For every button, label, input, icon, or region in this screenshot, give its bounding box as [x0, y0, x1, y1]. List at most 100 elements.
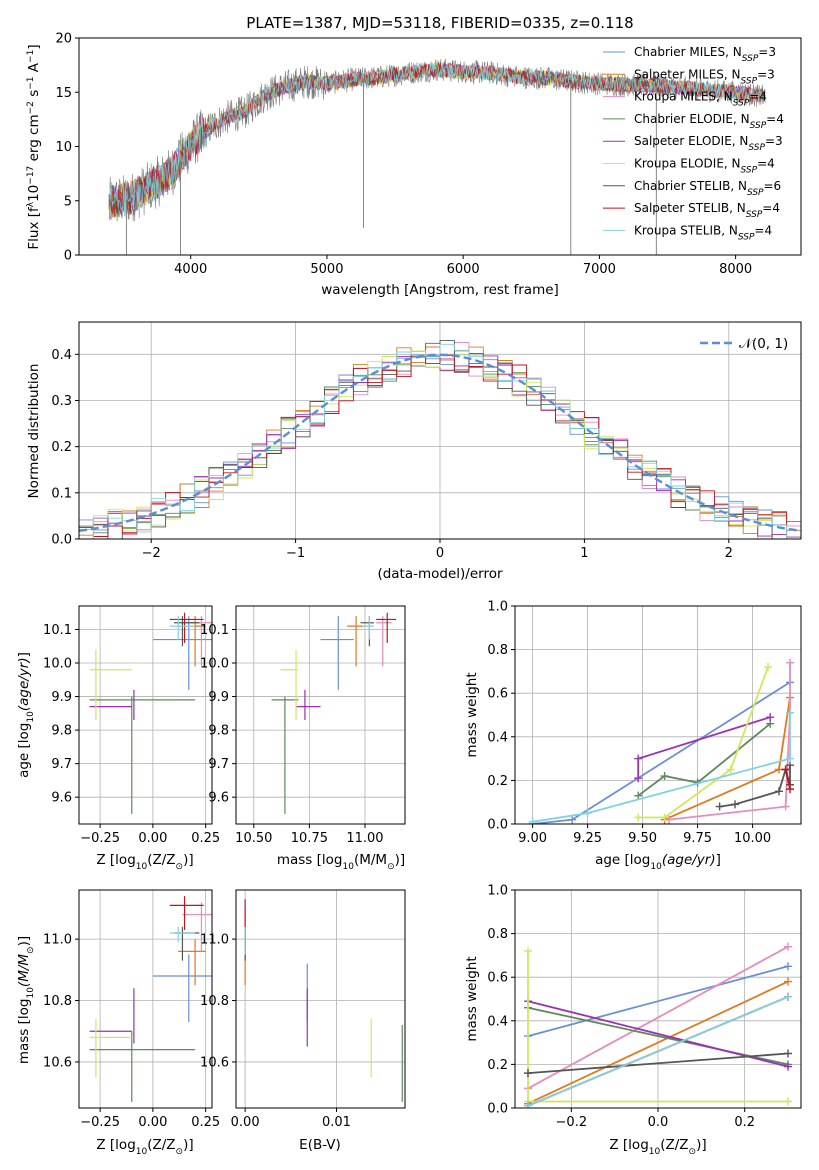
label-part: )]: [183, 852, 194, 868]
x-tick-label: −0.25: [80, 1115, 120, 1130]
y-tick-label: 9.8: [208, 724, 229, 739]
legend-sub: SSP: [746, 210, 763, 220]
label-part: mass [log: [16, 999, 32, 1065]
y-tick-label: 9.6: [208, 791, 229, 806]
x-axis-label: E(B-V): [299, 1137, 341, 1153]
y-tick-label: 9.7: [208, 757, 229, 772]
label-part: λ: [26, 201, 36, 207]
y-tick-label: 9.8: [51, 724, 72, 739]
y-tick-label: 0.4: [487, 730, 508, 745]
y-tick-label: 5: [64, 194, 72, 209]
label-part: (Z/Z: [147, 1137, 175, 1153]
y-tick-label: 10.8: [43, 994, 72, 1009]
legend-text: Chabrier MILES, N: [634, 45, 742, 59]
panel-spectrum: 4000 5000 6000 7000 8000 0 5 10 15 20: [55, 32, 802, 277]
mw-line-kroupa_elodie: [638, 666, 769, 819]
x-tick-label: 9.00: [518, 831, 547, 846]
y-axis-label: mass weight: [464, 956, 480, 1041]
plot-area: [89, 896, 212, 1102]
y-tick-label: 9.9: [208, 690, 229, 705]
legend-sub: SSP: [750, 121, 767, 131]
legend-text: =6: [764, 179, 782, 193]
mw-marker-kroupa_elodie: [726, 765, 735, 774]
axes-frame: [78, 889, 213, 1109]
x-tick-label: 0: [436, 546, 444, 561]
y-tick-label: 0.8: [487, 643, 508, 658]
mw-marker-kroupa_elodie: [784, 1097, 792, 1106]
y-tick-label: 10.0: [200, 657, 229, 672]
legend-sub: SSP: [733, 99, 750, 109]
y-tick-label: 1.0: [487, 600, 508, 615]
mw-marker-kroupa_stelib: [784, 992, 792, 1001]
legend-text: Salpeter STELIB, N: [634, 201, 746, 215]
mw-marker-chabrier_stelib: [524, 1069, 532, 1078]
legend-label-salpeter_miles: Salpeter MILES, NSSP=3: [634, 67, 775, 86]
x-tick-label: 9.50: [628, 831, 657, 846]
x-axis-label: mass [log10(M/M⊙)]: [277, 852, 405, 872]
mw-marker-kroupa_stelib: [524, 1101, 532, 1108]
legend-text: Chabrier ELODIE, N: [634, 112, 750, 126]
legend-sub: SSP: [742, 54, 759, 64]
mw-marker-salpeter_elodie: [766, 713, 775, 722]
legend-text: Kroupa ELODIE, N: [634, 157, 741, 171]
label-part: erg cm: [26, 114, 42, 165]
panel-residuals: −2 −1 0 1 2 0.0 0.1 0.2 0.3 0.4: [51, 321, 802, 561]
legend-label-chabrier_stelib: Chabrier STELIB, NSSP=6: [634, 179, 781, 198]
y-tick-label: 10.6: [200, 1055, 229, 1070]
label-part: ⊙: [176, 862, 184, 872]
legend-label-salpeter_stelib: Salpeter STELIB, NSSP=4: [634, 201, 780, 220]
label-part: ⊙: [387, 862, 395, 872]
x-tick-label: 10.00: [734, 831, 771, 846]
mw-line-chabrier_stelib: [527, 1052, 789, 1074]
x-axis-label: Z [log10(Z/Z⊙)]: [96, 1137, 193, 1157]
x-tick-label: 8000: [719, 262, 752, 277]
mw-marker-kroupa_elodie: [524, 947, 532, 956]
panel-age_vs_Z: −0.25 0.00 0.25 9.6 9.7 9.8 9.9 10.0 10.1: [43, 605, 220, 846]
legend-sub: SSP: [747, 188, 764, 198]
mw-marker-salpeter_elodie: [634, 754, 643, 763]
plot-area: [89, 612, 212, 814]
x-tick-label: 0.0: [648, 1115, 669, 1130]
x-tick-label: 2: [725, 546, 733, 561]
label-part: −1: [26, 50, 36, 63]
label-part: ]: [716, 852, 721, 868]
legend-text: Salpeter MILES, N: [634, 67, 741, 81]
hist-salpeter_stelib: [79, 354, 801, 539]
panel-mass_vs_ebv: 0.00 0.01 10.6 10.8 11.0: [200, 889, 406, 1130]
y-tick-label: 10.1: [200, 623, 229, 638]
label-part: )]: [696, 1137, 707, 1153]
mw-marker-chabrier_stelib: [731, 800, 739, 809]
label-part: 10: [26, 185, 42, 202]
mw-marker-chabrier_elodie: [660, 772, 669, 781]
label-part: Flux [f: [26, 206, 42, 250]
x-tick-label: −1: [286, 546, 305, 561]
mw-marker-chabrier_miles: [568, 815, 577, 824]
plot-area: [108, 58, 766, 255]
mw-marker-kroupa_miles: [665, 815, 673, 824]
mw-marker-chabrier_stelib: [784, 1049, 792, 1058]
legend-label-salpeter_elodie: Salpeter ELODIE, NSSP=3: [634, 134, 783, 153]
legend-label-chabrier_elodie: Chabrier ELODIE, NSSP=4: [634, 112, 784, 131]
x-tick-label: 10.75: [291, 831, 328, 846]
legend-sub: SSP: [738, 232, 755, 242]
axes-frame: [78, 605, 213, 825]
legend-label-kroupa_stelib: Kroupa STELIB, NSSP=4: [634, 223, 772, 242]
label-part: −2: [26, 101, 36, 114]
label-part: (age/yr): [16, 657, 32, 711]
legend-text: =3: [758, 45, 776, 59]
y-tick-label: 10.0: [43, 657, 72, 672]
x-tick-label: 7000: [583, 262, 616, 277]
y-axis-label: age [log10(age/yr)]: [16, 652, 36, 778]
mw-line-kroupa_stelib: [527, 995, 789, 1107]
mw-line-kroupa_miles: [668, 662, 791, 821]
y-tick-label: 11.0: [200, 933, 229, 948]
axes-frame: [235, 889, 406, 1109]
label-part: A: [26, 62, 42, 76]
x-tick-label: 4000: [174, 262, 207, 277]
y-tick-label: 20: [55, 32, 72, 47]
panel-age_vs_mass: 10.50 10.75 11.00 9.6 9.7 9.8 9.9 10.0 10.1: [200, 605, 406, 846]
x-tick-label: 0.01: [322, 1115, 351, 1130]
label-part: −1: [26, 76, 36, 89]
y-tick-label: 0.6: [487, 971, 508, 986]
mw-marker-kroupa_elodie: [634, 813, 643, 822]
